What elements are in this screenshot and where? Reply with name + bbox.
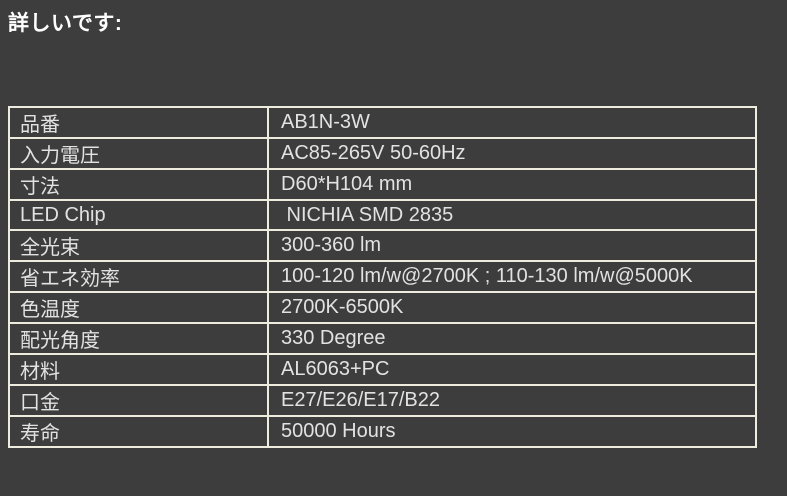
spec-label: 配光角度: [8, 322, 269, 355]
table-row: 省エネ効率 100-120 lm/w@2700K ; 110-130 lm/w@5…: [8, 260, 757, 293]
spec-label: LED Chip: [8, 199, 269, 231]
spec-value: E27/E26/E17/B22: [267, 384, 757, 417]
spec-value: AC85-265V 50-60Hz: [267, 137, 757, 170]
spec-table: 品番 AB1N-3W 入力電圧 AC85-265V 50-60Hz 寸法 D60*H104…: [8, 106, 757, 448]
table-row: 入力電圧 AC85-265V 50-60Hz: [8, 137, 757, 170]
spec-label: 寿命: [8, 415, 269, 448]
spec-value: 50000 Hours: [267, 415, 757, 448]
spec-value: AB1N-3W: [267, 106, 757, 139]
spec-value: D60*H104 mm: [267, 168, 757, 201]
spec-label: 口金: [8, 384, 269, 417]
spec-value: 100-120 lm/w@2700K ; 110-130 lm/w@5000K: [267, 260, 757, 293]
table-row: 品番 AB1N-3W: [8, 106, 757, 139]
spec-label: 入力電圧: [8, 137, 269, 170]
table-row: 全光束 300-360 lm: [8, 229, 757, 262]
table-row: 材料 AL6063+PC: [8, 353, 757, 386]
spec-label: 省エネ効率: [8, 260, 269, 293]
table-row: LED Chip NICHIA SMD 2835: [8, 199, 757, 231]
spec-value: NICHIA SMD 2835: [267, 199, 757, 231]
spec-label: 寸法: [8, 168, 269, 201]
table-row: 寿命 50000 Hours: [8, 415, 757, 448]
table-row: 色温度 2700K-6500K: [8, 291, 757, 324]
spec-label: 全光束: [8, 229, 269, 262]
table-row: 口金 E27/E26/E17/B22: [8, 384, 757, 417]
spec-label: 品番: [8, 106, 269, 139]
spec-table-body: 品番 AB1N-3W 入力電圧 AC85-265V 50-60Hz 寸法 D60*H104…: [8, 106, 757, 448]
page-title: 詳しいです:: [8, 12, 123, 35]
table-row: 寸法 D60*H104 mm: [8, 168, 757, 201]
spec-value: 2700K-6500K: [267, 291, 757, 324]
spec-label: 色温度: [8, 291, 269, 324]
table-row: 配光角度 330 Degree: [8, 322, 757, 355]
spec-value: AL6063+PC: [267, 353, 757, 386]
spec-label: 材料: [8, 353, 269, 386]
spec-value: 300-360 lm: [267, 229, 757, 262]
spec-value: 330 Degree: [267, 322, 757, 355]
